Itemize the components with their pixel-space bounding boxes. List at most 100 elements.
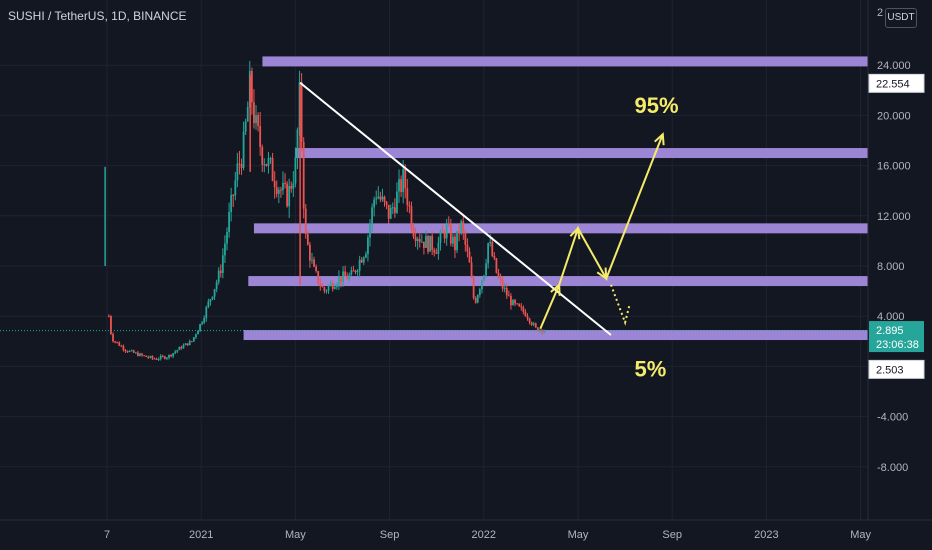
candle-body [441, 231, 444, 233]
candle-body [520, 306, 523, 308]
candle-body [476, 295, 479, 303]
price-tick-label: 4.000 [877, 311, 905, 323]
candle-body [172, 353, 175, 357]
candle-body [335, 284, 338, 288]
candle-body [323, 287, 326, 291]
candle-body [240, 164, 243, 168]
candle-body [393, 207, 396, 213]
candle-body [420, 241, 423, 243]
candle-body [132, 350, 135, 353]
candle-body [213, 289, 216, 297]
candle-body [321, 286, 324, 288]
high-price-tag-text: 22.554 [876, 78, 910, 90]
candle-body [402, 169, 405, 193]
candle-body [228, 212, 230, 233]
candle-body [296, 129, 299, 158]
candle-body [489, 242, 492, 244]
candle-body [161, 355, 164, 357]
candle-body [522, 307, 525, 312]
candle-body [234, 180, 237, 196]
candle-body [192, 337, 195, 342]
candle-body [534, 323, 537, 328]
time-tick-label: May [850, 529, 871, 541]
candle-body [265, 164, 268, 166]
candle-body [141, 353, 143, 356]
candle-body [174, 351, 177, 354]
candle-body [176, 350, 179, 352]
candle-body [267, 158, 270, 166]
currency-button[interactable]: USDT [885, 8, 917, 28]
candle-body [456, 231, 458, 251]
candle-body [472, 277, 475, 298]
candle-body [466, 244, 469, 252]
candle-body [128, 350, 131, 352]
candle-body [528, 318, 531, 323]
candle-body [300, 82, 303, 142]
candle-body [327, 285, 330, 291]
candle-body [253, 102, 255, 124]
candle-body [190, 341, 193, 343]
candle-body [362, 257, 365, 263]
candle-body [526, 316, 529, 319]
grid-lines [0, 0, 868, 520]
candle-body [143, 355, 146, 357]
candle-body [344, 271, 347, 277]
candle-body [514, 300, 516, 304]
candle-body [238, 163, 241, 165]
arrowhead-icon [654, 132, 665, 146]
candle-body [120, 345, 123, 347]
resistance-zone[interactable] [253, 223, 868, 234]
candle-body [398, 179, 400, 192]
candle-body [404, 169, 407, 189]
candle-body [410, 206, 413, 228]
candle-body [429, 235, 432, 252]
candle-body [159, 355, 162, 359]
candle-body [512, 300, 514, 306]
candle-body [385, 201, 388, 205]
candle-body [481, 280, 483, 290]
candle-body [346, 276, 349, 280]
candle-body [114, 341, 117, 343]
candle-body [153, 358, 156, 360]
candle-body [166, 357, 168, 359]
time-axis[interactable] [0, 520, 932, 550]
candle-body [182, 345, 185, 349]
price-tick-label: 20.000 [877, 110, 911, 122]
candle-body [170, 354, 172, 357]
candle-body [377, 196, 380, 199]
candle-body [277, 189, 280, 194]
candle-body [209, 299, 212, 302]
candle-body [286, 183, 289, 207]
candle-body [443, 232, 446, 239]
low-price-tag-text: 2.503 [876, 364, 904, 376]
candle-body [333, 287, 336, 289]
candle-body [400, 179, 402, 193]
resistance-zone[interactable] [262, 56, 868, 67]
candle-body [412, 227, 415, 237]
candle-body [356, 270, 359, 273]
candle-body [389, 207, 392, 219]
resistance-zone[interactable] [243, 330, 869, 341]
candle-body [449, 224, 452, 244]
candle-body [396, 191, 398, 213]
projection-arrows[interactable] [539, 132, 665, 330]
candle-body [478, 289, 481, 296]
candle-body [136, 352, 139, 356]
time-tick-label: Sep [662, 529, 682, 541]
candle-body [288, 186, 291, 207]
candle-body [207, 301, 210, 307]
candle-body [139, 353, 141, 356]
candle-body [269, 158, 272, 160]
candle-body [163, 356, 166, 359]
symbol-title[interactable]: SUSHI / TetherUS, 1D, BINANCE [8, 9, 187, 23]
candle-body [279, 189, 282, 191]
candle-body [149, 356, 152, 358]
time-tick-label: May [285, 529, 306, 541]
resistance-zone[interactable] [248, 276, 869, 287]
candle-body [470, 262, 473, 278]
candle-body [309, 244, 311, 261]
resistance-zone[interactable] [295, 148, 868, 159]
candle-body [186, 343, 189, 346]
